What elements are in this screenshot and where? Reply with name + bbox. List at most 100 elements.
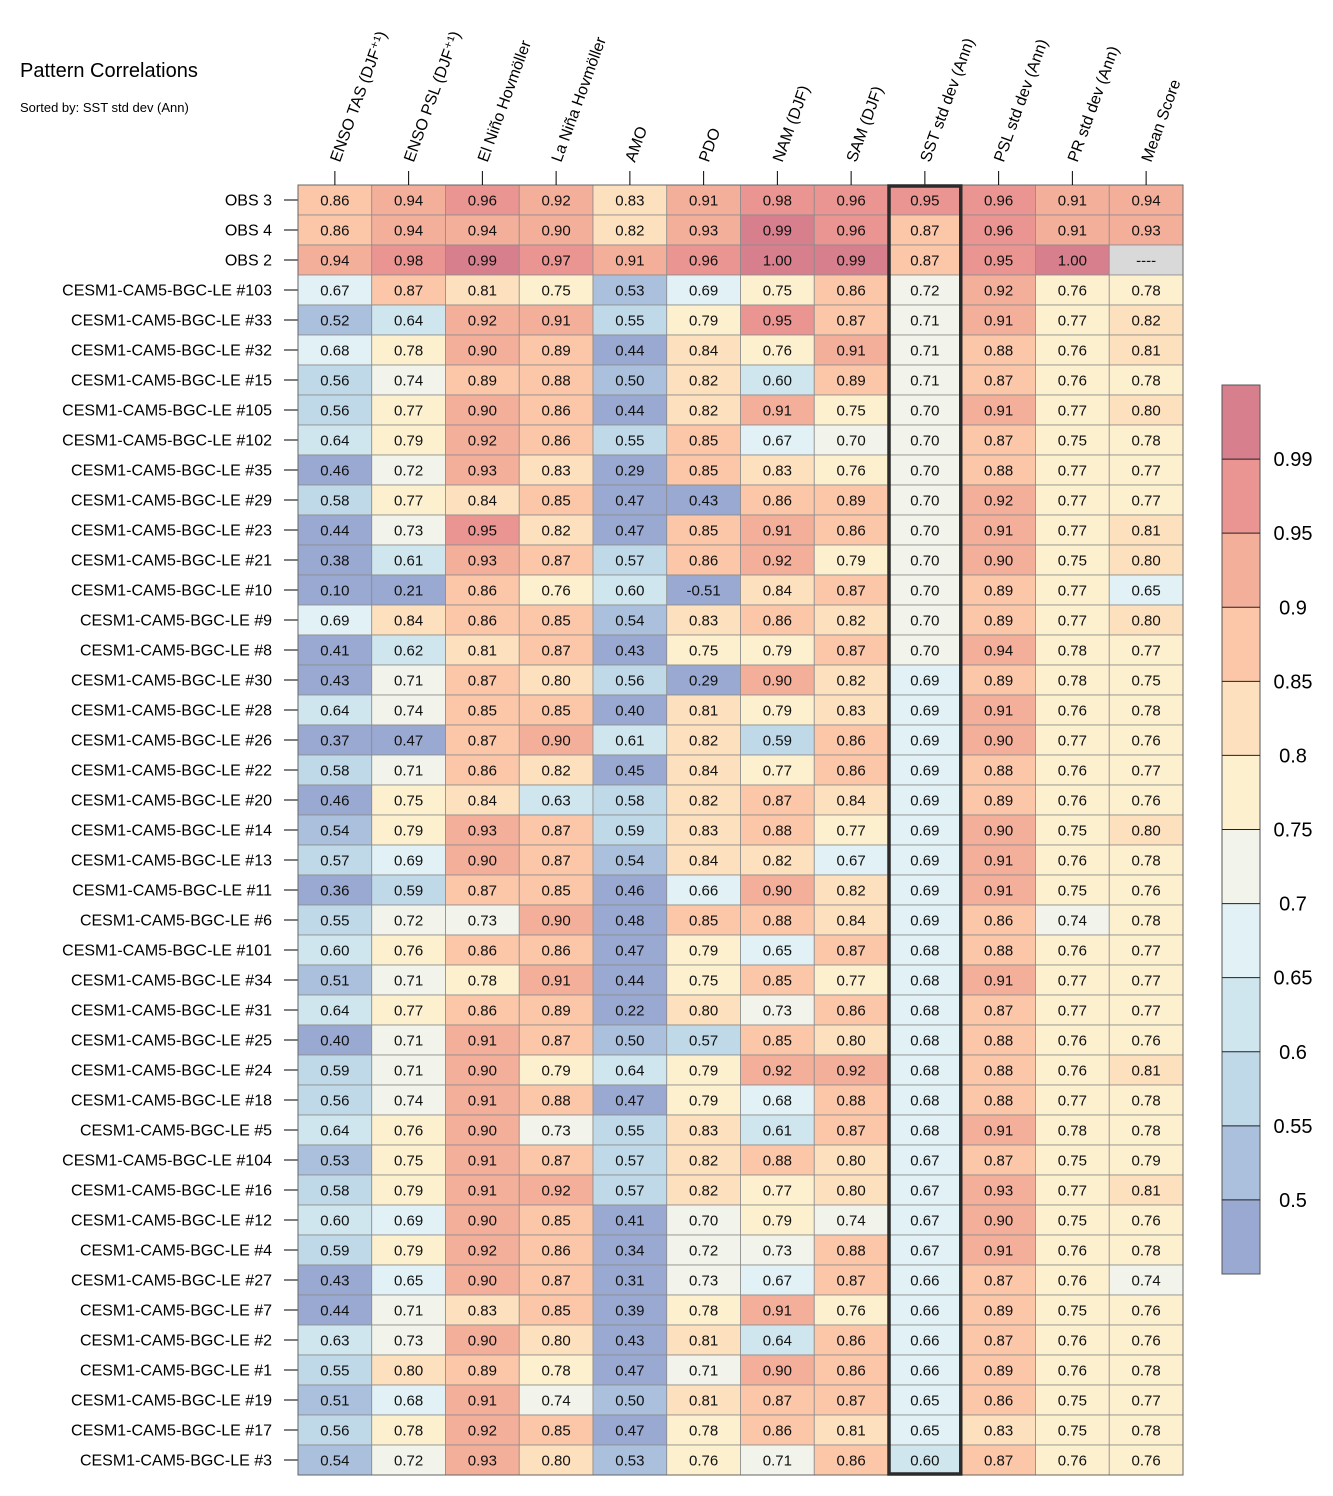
cell-value-label: 0.64 bbox=[320, 1003, 349, 1020]
cell-value-label: 0.84 bbox=[689, 763, 718, 780]
cell-value-label: 0.82 bbox=[689, 1153, 718, 1170]
heatmap-cell bbox=[1035, 844, 1110, 876]
cell-value-label: 0.53 bbox=[615, 1453, 644, 1470]
heatmap-cell bbox=[961, 1444, 1036, 1476]
heatmap-cell bbox=[1108, 1354, 1184, 1386]
heatmap-cell bbox=[445, 304, 520, 336]
cell-value-label: 0.79 bbox=[763, 703, 792, 720]
cell-value-label: 0.53 bbox=[615, 283, 644, 300]
cell-value-label: 0.77 bbox=[1132, 943, 1161, 960]
cell-value-label: 0.59 bbox=[615, 823, 644, 840]
row-label: CESM1-CAM5-BGC-LE #35 bbox=[71, 463, 272, 480]
cell-value-label: 0.92 bbox=[468, 1243, 497, 1260]
heatmap-cell bbox=[740, 1174, 815, 1206]
heatmap-cell bbox=[297, 1384, 373, 1416]
cell-value-label: 0.64 bbox=[394, 313, 423, 330]
column-label: PDO bbox=[696, 126, 724, 164]
heatmap-cell bbox=[813, 544, 889, 576]
cell-value-label: 0.95 bbox=[984, 253, 1013, 270]
heatmap-cell bbox=[1035, 754, 1110, 786]
heatmap-cell bbox=[1035, 364, 1110, 396]
cell-value-label: 0.80 bbox=[542, 1453, 571, 1470]
cell-value-label: 0.77 bbox=[394, 493, 423, 510]
heatmap-cell bbox=[1035, 394, 1110, 426]
cell-value-label: 0.64 bbox=[763, 1333, 792, 1350]
cell-value-label: 0.87 bbox=[763, 1393, 792, 1410]
cell-value-label: 0.90 bbox=[468, 403, 497, 420]
heatmap-cell bbox=[371, 634, 446, 666]
cell-value-label: 0.88 bbox=[542, 373, 571, 390]
heatmap-cell bbox=[813, 844, 889, 876]
cell-value-label: 0.82 bbox=[837, 883, 866, 900]
heatmap-cell bbox=[1035, 514, 1110, 546]
cell-value-label: 0.91 bbox=[763, 523, 792, 540]
cell-value-label: 0.61 bbox=[763, 1123, 792, 1140]
heatmap-cell bbox=[371, 304, 446, 336]
cell-value-label: 1.00 bbox=[1058, 253, 1087, 270]
cell-value-label: 0.90 bbox=[468, 1123, 497, 1140]
heatmap-cell bbox=[1035, 1054, 1110, 1086]
cell-value-label: 0.94 bbox=[1132, 193, 1161, 210]
heatmap-cell bbox=[740, 1264, 815, 1296]
row-label: CESM1-CAM5-BGC-LE #33 bbox=[71, 313, 272, 330]
row-label: CESM1-CAM5-BGC-LE #101 bbox=[62, 943, 272, 960]
heatmap-cell bbox=[887, 1054, 963, 1086]
cell-value-label: 0.75 bbox=[689, 973, 718, 990]
heatmap-cell bbox=[371, 454, 446, 486]
cell-value-label: 0.85 bbox=[542, 703, 571, 720]
cell-value-label: 0.77 bbox=[1132, 1393, 1161, 1410]
heatmap-cell bbox=[518, 1294, 594, 1326]
heatmap-cell bbox=[1108, 1174, 1184, 1206]
cell-value-label: 0.77 bbox=[1058, 973, 1087, 990]
cell-value-label: 0.66 bbox=[910, 1303, 939, 1320]
heatmap-cell bbox=[1108, 1144, 1184, 1176]
heatmap-cell bbox=[1035, 304, 1110, 336]
heatmap-cell bbox=[740, 1144, 815, 1176]
cell-value-label: 0.44 bbox=[320, 1303, 349, 1320]
cell-value-label: 0.76 bbox=[1132, 1033, 1161, 1050]
heatmap-cell bbox=[666, 664, 741, 696]
cell-value-label: 0.87 bbox=[468, 733, 497, 750]
heatmap-cell bbox=[518, 484, 594, 516]
cell-value-label: 0.78 bbox=[689, 1303, 718, 1320]
cell-value-label: 0.69 bbox=[910, 883, 939, 900]
heatmap-cell bbox=[1035, 604, 1110, 636]
heatmap-cell bbox=[666, 1264, 741, 1296]
cell-value-label: 0.90 bbox=[763, 1363, 792, 1380]
heatmap-cell bbox=[740, 604, 815, 636]
heatmap-cell bbox=[297, 1234, 373, 1266]
heatmap-cell bbox=[740, 1204, 815, 1236]
row-label: CESM1-CAM5-BGC-LE #15 bbox=[71, 373, 272, 390]
cell-value-label: 0.65 bbox=[763, 943, 792, 960]
cell-value-label: 0.57 bbox=[615, 1183, 644, 1200]
cell-value-label: 0.86 bbox=[468, 1003, 497, 1020]
heatmap-cell bbox=[887, 1234, 963, 1266]
cell-value-label: 0.69 bbox=[910, 703, 939, 720]
heatmap-cell bbox=[813, 334, 889, 366]
colorbar-tick-label: 0.5 bbox=[1279, 1190, 1307, 1212]
heatmap-cell bbox=[961, 874, 1036, 906]
heatmap-cell bbox=[1035, 1174, 1110, 1206]
cell-value-label: 0.92 bbox=[468, 433, 497, 450]
cell-value-label: 0.90 bbox=[542, 733, 571, 750]
cell-value-label: 0.91 bbox=[984, 973, 1013, 990]
heatmap-cell bbox=[666, 1414, 741, 1446]
cell-value-label: 0.81 bbox=[1132, 1183, 1161, 1200]
cell-value-label: 0.63 bbox=[542, 793, 571, 810]
heatmap-cell bbox=[445, 1084, 520, 1116]
heatmap-cell bbox=[666, 634, 741, 666]
heatmap-cell bbox=[592, 994, 668, 1026]
chart-title: Pattern Correlations bbox=[20, 60, 198, 82]
heatmap-cell bbox=[371, 424, 446, 456]
heatmap-cell bbox=[666, 364, 741, 396]
cell-value-label: 0.77 bbox=[1058, 613, 1087, 630]
column-label: ENSO TAS (DJF⁺¹) bbox=[328, 29, 391, 164]
heatmap-cell bbox=[445, 754, 520, 786]
cell-value-label: 0.91 bbox=[468, 1033, 497, 1050]
cell-value-label: 0.47 bbox=[615, 523, 644, 540]
cell-value-label: 0.86 bbox=[984, 913, 1013, 930]
cell-value-label: 0.73 bbox=[394, 523, 423, 540]
cell-value-label: 0.76 bbox=[1132, 883, 1161, 900]
cell-value-label: 0.92 bbox=[984, 283, 1013, 300]
cell-value-label: 0.69 bbox=[910, 763, 939, 780]
